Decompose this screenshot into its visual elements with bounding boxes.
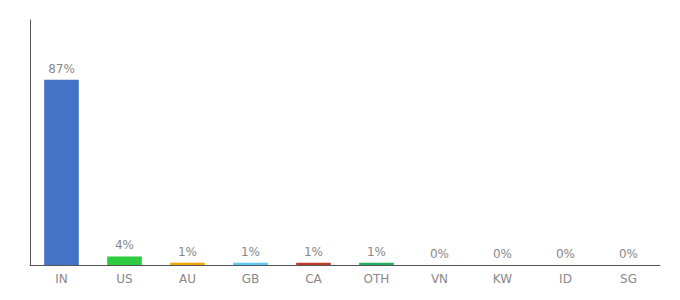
svg-text:0%: 0% [430,247,449,261]
svg-text:1%: 1% [178,245,197,259]
svg-text:ID: ID [559,272,572,286]
svg-text:SG: SG [620,272,637,286]
svg-text:0%: 0% [556,247,575,261]
svg-text:OTH: OTH [364,272,390,286]
svg-text:1%: 1% [304,245,323,259]
svg-text:VN: VN [431,272,448,286]
svg-text:KW: KW [493,272,512,286]
svg-text:1%: 1% [367,245,386,259]
svg-text:US: US [116,272,132,286]
svg-text:IN: IN [55,272,68,286]
svg-text:GB: GB [242,272,260,286]
svg-text:87%: 87% [48,62,75,76]
svg-text:AU: AU [179,272,196,286]
svg-text:1%: 1% [241,245,260,259]
svg-text:0%: 0% [619,247,638,261]
svg-text:4%: 4% [115,238,134,252]
svg-text:0%: 0% [493,247,512,261]
svg-text:CA: CA [305,272,322,286]
